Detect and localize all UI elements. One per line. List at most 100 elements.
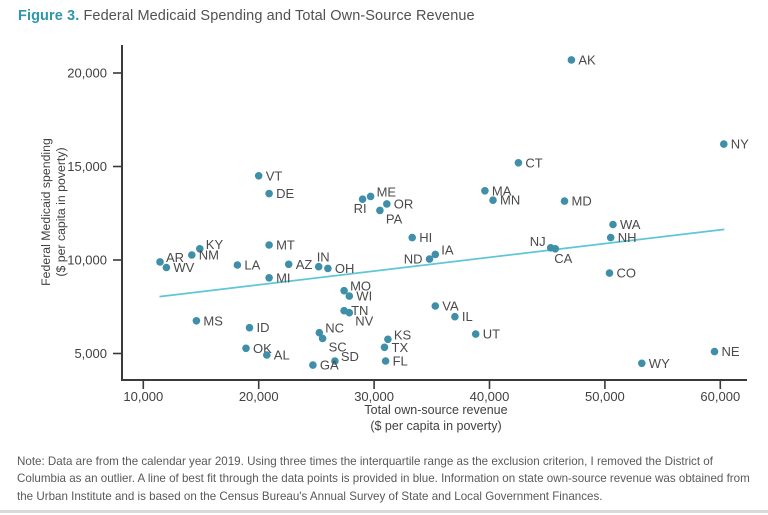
y-axis-label: Federal Medicaid spending ($ per capita … [39, 138, 69, 286]
data-point-CT [514, 159, 523, 167]
x-axis-label-line2: ($ per capita in poverty) [370, 419, 502, 433]
data-point-NH [606, 233, 615, 242]
x-tick-label: 30,000 [354, 389, 394, 404]
x-tick-label: 60,000 [700, 389, 740, 404]
point-label-MA: MA [492, 183, 512, 198]
x-axis-label-line1: Total own-source revenue [364, 403, 508, 417]
point-label-SC: SC [329, 339, 347, 354]
point-label-MD: MD [572, 194, 592, 209]
data-point-CO [605, 269, 614, 277]
point-label-IL: IL [462, 309, 473, 324]
point-label-UT: UT [483, 327, 500, 342]
point-label-DE: DE [276, 186, 294, 201]
point-label-NY: NY [731, 137, 749, 152]
point-label-NH: NH [618, 230, 637, 245]
point-label-TX: TX [392, 340, 409, 355]
point-label-TN: TN [351, 303, 368, 318]
data-point-CA [551, 245, 560, 253]
data-point-OH [324, 264, 332, 273]
figure-title: Figure 3. Federal Medicaid Spending and … [18, 8, 475, 24]
point-label-MN: MN [500, 193, 520, 208]
point-label-NM: NM [199, 248, 219, 263]
figure-title-text: Federal Medicaid Spending and Total Own-… [79, 8, 475, 24]
trend-line [159, 228, 725, 298]
point-label-MO: MO [350, 279, 371, 294]
data-point-ND [425, 255, 434, 263]
y-tick-label: 20,000 [67, 66, 107, 81]
point-label-NC: NC [325, 321, 344, 336]
data-point-MD [560, 197, 569, 205]
data-point-AR [156, 258, 164, 266]
data-point-NY [720, 140, 728, 148]
point-label-AL: AL [274, 348, 290, 363]
point-label-HI: HI [419, 230, 432, 245]
point-label-MT: MT [276, 238, 295, 253]
data-point-PA [376, 206, 384, 215]
point-label-AZ: AZ [296, 257, 313, 272]
data-point-ID [245, 323, 254, 332]
data-point-VA [431, 302, 440, 310]
data-point-ME [366, 192, 375, 201]
point-label-WY: WY [649, 356, 670, 371]
data-point-AL [263, 351, 271, 359]
point-label-IN: IN [317, 250, 330, 265]
data-point-IA [431, 250, 440, 259]
data-point-MN [489, 196, 497, 204]
data-point-KS [384, 335, 392, 344]
point-label-CO: CO [617, 266, 637, 281]
point-label-LA: LA [244, 258, 260, 273]
point-label-OR: OR [394, 196, 414, 211]
note-text: Note: Data are from the calendar year 20… [17, 455, 750, 503]
data-point-HI [408, 233, 417, 242]
y-tick-label: 10,000 [67, 253, 107, 268]
point-label-MI: MI [276, 270, 290, 285]
figure-number: Figure 3. [18, 8, 80, 24]
point-label-NJ: NJ [530, 234, 546, 249]
data-point-DE [265, 189, 273, 198]
x-tick-label: 10,000 [123, 389, 163, 404]
data-point-OR [383, 200, 391, 208]
x-axis-label: Total own-source revenue ($ per capita i… [364, 402, 507, 434]
data-point-MO [340, 286, 348, 295]
point-label-CA: CA [554, 251, 572, 266]
data-point-NM [188, 251, 196, 259]
data-point-NV [345, 308, 354, 317]
data-point-FL [381, 357, 390, 365]
data-point-MI [265, 274, 273, 282]
data-point-GA [309, 361, 317, 369]
point-label-NV: NV [355, 314, 373, 329]
data-point-IN [314, 262, 323, 271]
x-tick-label: 50,000 [585, 389, 625, 404]
point-label-NE: NE [722, 344, 740, 359]
y-axis-label-line2: ($ per capita in poverty) [54, 147, 68, 277]
data-point-WA [609, 220, 617, 229]
y-axis-label-line1: Federal Medicaid spending [39, 138, 53, 286]
scatter-plot: 5,000 10,000 15,000 20,000 10,000 20,000 30,00… [67, 45, 749, 404]
data-point-MS [192, 317, 201, 325]
data-point-LA [233, 261, 242, 269]
point-label-KS: KS [394, 327, 412, 342]
data-point-MT [265, 241, 273, 249]
data-point-KY [196, 245, 204, 253]
point-label-AK: AK [578, 52, 596, 67]
data-point-UT [471, 330, 480, 338]
point-label-VA: VA [442, 299, 459, 314]
data-point-OK [242, 344, 250, 353]
point-label-SD: SD [341, 349, 359, 364]
point-label-CT: CT [525, 155, 542, 170]
data-point-WI [345, 292, 354, 300]
data-point-NE [710, 347, 719, 356]
x-tick-label: 40,000 [470, 389, 510, 404]
data-point-AZ [284, 260, 293, 269]
data-point-MA [481, 187, 489, 195]
y-tick-label: 15,000 [67, 159, 107, 174]
data-point-SC [318, 334, 327, 343]
point-label-ME: ME [377, 184, 397, 199]
data-point-RI [358, 195, 367, 203]
y-tick-label: 5,000 [74, 346, 107, 361]
data-point-SD [331, 357, 339, 365]
point-label-VT: VT [266, 168, 283, 183]
data-point-NC [315, 328, 324, 337]
point-label-WI: WI [356, 289, 372, 304]
